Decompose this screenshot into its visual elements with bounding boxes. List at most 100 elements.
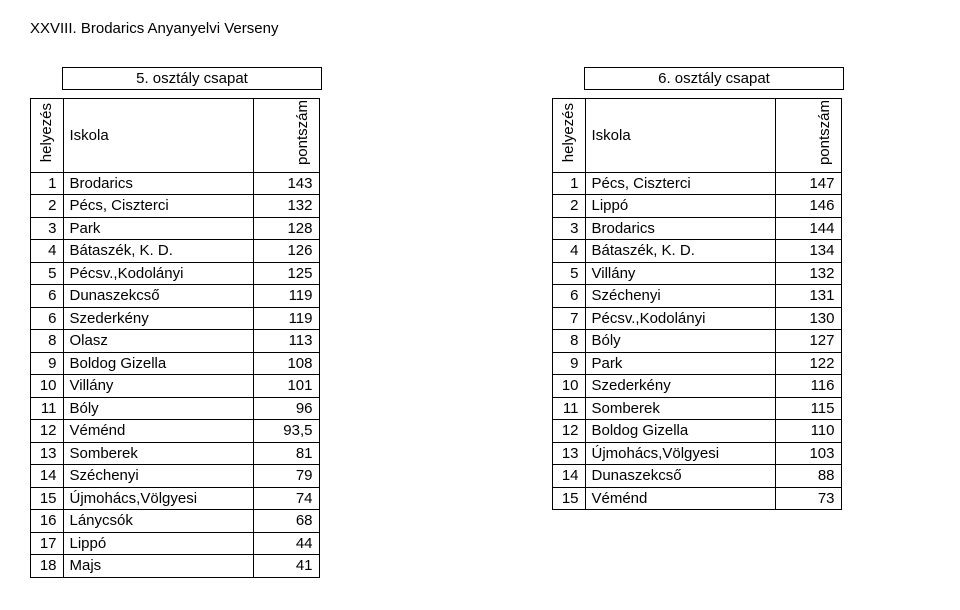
- score-cell: 127: [775, 330, 841, 353]
- rank-cell: 14: [31, 465, 64, 488]
- school-cell: Park: [585, 352, 775, 375]
- rank-cell: 8: [553, 330, 586, 353]
- rank-cell: 10: [31, 375, 64, 398]
- score-cell: 103: [775, 442, 841, 465]
- table-row: 3Brodarics144: [553, 217, 842, 240]
- right-group-title: 6. osztály csapat: [584, 67, 844, 90]
- table-row: 4Bátaszék, K. D.134: [553, 240, 842, 263]
- score-cell: 81: [253, 442, 319, 465]
- school-cell: Véménd: [63, 420, 253, 443]
- school-cell: Pécsv.,Kodolányi: [585, 307, 775, 330]
- rank-cell: 12: [553, 420, 586, 443]
- rank-cell: 13: [31, 442, 64, 465]
- rank-cell: 9: [31, 352, 64, 375]
- rank-cell: 6: [31, 307, 64, 330]
- rank-cell: 5: [553, 262, 586, 285]
- table-row: 5Pécsv.,Kodolányi125: [31, 262, 320, 285]
- table-row: 6Széchenyi131: [553, 285, 842, 308]
- table-row: 8Bóly127: [553, 330, 842, 353]
- score-cell: 41: [253, 555, 319, 578]
- table-row: 9Park122: [553, 352, 842, 375]
- score-cell: 132: [253, 195, 319, 218]
- table-row: 9Boldog Gizella108: [31, 352, 320, 375]
- rank-cell: 7: [553, 307, 586, 330]
- table-row: 1Pécs, Ciszterci147: [553, 172, 842, 195]
- rank-cell: 13: [553, 442, 586, 465]
- rank-cell: 4: [553, 240, 586, 263]
- table-row: 10Szederkény116: [553, 375, 842, 398]
- score-cell: 115: [775, 397, 841, 420]
- rank-cell: 3: [553, 217, 586, 240]
- score-cell: 116: [775, 375, 841, 398]
- table-row: 4Bátaszék, K. D.126: [31, 240, 320, 263]
- school-cell: Somberek: [585, 397, 775, 420]
- score-cell: 146: [775, 195, 841, 218]
- score-cell: 125: [253, 262, 319, 285]
- score-cell: 144: [775, 217, 841, 240]
- score-cell: 74: [253, 487, 319, 510]
- school-cell: Pécsv.,Kodolányi: [63, 262, 253, 285]
- rank-cell: 9: [553, 352, 586, 375]
- score-cell: 134: [775, 240, 841, 263]
- table-row: 14Széchenyi79: [31, 465, 320, 488]
- right-table: helyezés Iskola pontszám 1Pécs, Ciszterc…: [552, 98, 842, 510]
- table-row: 15Véménd73: [553, 487, 842, 510]
- school-cell: Szederkény: [585, 375, 775, 398]
- score-cell: 88: [775, 465, 841, 488]
- table-row: 10Villány101: [31, 375, 320, 398]
- school-cell: Dunaszekcső: [63, 285, 253, 308]
- rank-cell: 3: [31, 217, 64, 240]
- rank-cell: 15: [553, 487, 586, 510]
- table-row: 2Pécs, Ciszterci132: [31, 195, 320, 218]
- score-cell: 96: [253, 397, 319, 420]
- left-header-score: pontszám: [253, 99, 319, 173]
- left-header-school: Iskola: [63, 99, 253, 173]
- rank-cell: 17: [31, 532, 64, 555]
- school-cell: Lippó: [585, 195, 775, 218]
- school-cell: Pécs, Ciszterci: [63, 195, 253, 218]
- school-cell: Villány: [585, 262, 775, 285]
- table-row: 14Dunaszekcső88: [553, 465, 842, 488]
- page-title: XXVIII. Brodarics Anyanyelvi Verseny: [30, 20, 930, 37]
- score-cell: 132: [775, 262, 841, 285]
- left-header-row: helyezés Iskola pontszám: [31, 99, 320, 173]
- table-row: 2Lippó146: [553, 195, 842, 218]
- score-cell: 126: [253, 240, 319, 263]
- school-cell: Bátaszék, K. D.: [585, 240, 775, 263]
- left-header-rank: helyezés: [31, 99, 64, 173]
- score-cell: 44: [253, 532, 319, 555]
- table-row: 6Dunaszekcső119: [31, 285, 320, 308]
- score-cell: 131: [775, 285, 841, 308]
- rank-cell: 11: [553, 397, 586, 420]
- school-cell: Bóly: [585, 330, 775, 353]
- score-cell: 119: [253, 285, 319, 308]
- school-cell: Pécs, Ciszterci: [585, 172, 775, 195]
- rank-cell: 11: [31, 397, 64, 420]
- school-cell: Brodarics: [585, 217, 775, 240]
- rank-cell: 2: [553, 195, 586, 218]
- score-cell: 147: [775, 172, 841, 195]
- left-group: 5. osztály csapat helyezés Iskola pontsz…: [30, 67, 322, 578]
- left-group-title: 5. osztály csapat: [62, 67, 322, 90]
- score-cell: 93,5: [253, 420, 319, 443]
- rank-cell: 2: [31, 195, 64, 218]
- score-cell: 108: [253, 352, 319, 375]
- table-row: 13Újmohács,Völgyesi103: [553, 442, 842, 465]
- table-row: 12Boldog Gizella110: [553, 420, 842, 443]
- right-header-row: helyezés Iskola pontszám: [553, 99, 842, 173]
- score-cell: 143: [253, 172, 319, 195]
- score-cell: 68: [253, 510, 319, 533]
- table-row: 3Park128: [31, 217, 320, 240]
- school-cell: Véménd: [585, 487, 775, 510]
- school-cell: Park: [63, 217, 253, 240]
- score-cell: 128: [253, 217, 319, 240]
- right-header-school: Iskola: [585, 99, 775, 173]
- school-cell: Majs: [63, 555, 253, 578]
- school-cell: Boldog Gizella: [63, 352, 253, 375]
- school-cell: Olasz: [63, 330, 253, 353]
- score-cell: 122: [775, 352, 841, 375]
- rank-cell: 1: [31, 172, 64, 195]
- rank-cell: 14: [553, 465, 586, 488]
- rank-cell: 6: [553, 285, 586, 308]
- table-row: 6Szederkény119: [31, 307, 320, 330]
